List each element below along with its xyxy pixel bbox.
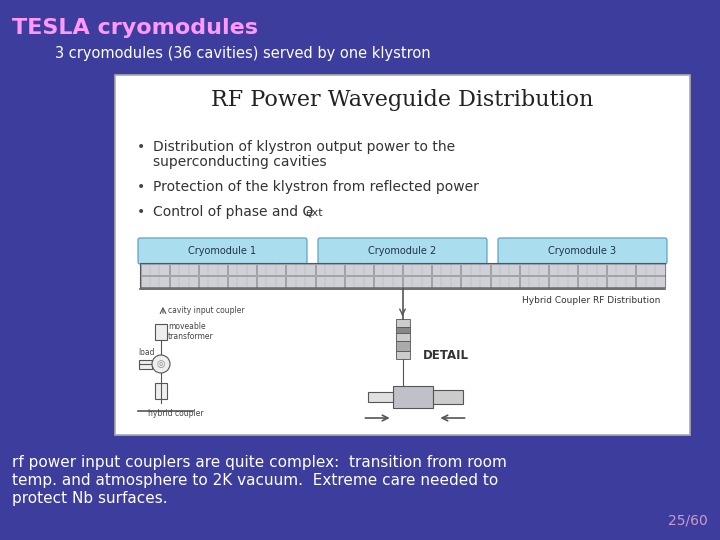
Bar xyxy=(315,275,343,287)
Bar xyxy=(392,386,433,408)
Text: •: • xyxy=(137,205,145,219)
Text: cavity input coupler: cavity input coupler xyxy=(168,306,245,315)
Bar xyxy=(155,324,167,340)
FancyBboxPatch shape xyxy=(498,238,667,264)
Bar xyxy=(140,275,168,287)
Bar xyxy=(403,275,431,287)
Bar xyxy=(520,275,548,287)
Text: load: load xyxy=(138,348,155,357)
Text: Cryomodule 2: Cryomodule 2 xyxy=(369,246,436,256)
Bar xyxy=(432,275,460,287)
Bar xyxy=(374,275,402,287)
Bar xyxy=(636,264,665,274)
Bar xyxy=(520,264,548,274)
Bar xyxy=(228,275,256,287)
Text: Hybrid Coupler RF Distribution: Hybrid Coupler RF Distribution xyxy=(521,296,660,305)
Bar xyxy=(199,264,227,274)
Bar xyxy=(490,264,518,274)
Bar xyxy=(345,275,373,287)
Bar xyxy=(607,275,635,287)
Bar xyxy=(257,275,285,287)
Text: ◎: ◎ xyxy=(157,359,166,369)
Bar xyxy=(345,264,373,274)
Bar xyxy=(578,275,606,287)
Bar xyxy=(367,392,392,402)
Bar xyxy=(607,264,635,274)
Bar xyxy=(199,275,227,287)
Text: protect Nb surfaces.: protect Nb surfaces. xyxy=(12,491,168,506)
Text: TESLA cryomodules: TESLA cryomodules xyxy=(12,18,258,38)
Text: RF Power Waveguide Distribution: RF Power Waveguide Distribution xyxy=(211,89,594,111)
Text: hybrid coupler: hybrid coupler xyxy=(148,409,204,418)
Text: temp. and atmosphere to 2K vacuum.  Extreme care needed to: temp. and atmosphere to 2K vacuum. Extre… xyxy=(12,473,498,488)
Circle shape xyxy=(152,355,170,373)
Text: •: • xyxy=(137,180,145,194)
Bar xyxy=(395,351,410,359)
Text: Control of phase and Q: Control of phase and Q xyxy=(153,205,313,219)
Bar xyxy=(374,264,402,274)
Bar xyxy=(140,263,665,287)
Text: ext: ext xyxy=(305,208,323,218)
Bar xyxy=(395,341,410,351)
Bar xyxy=(395,327,410,333)
Text: Cryomodule 3: Cryomodule 3 xyxy=(549,246,616,256)
Bar xyxy=(139,360,152,369)
Bar xyxy=(170,275,198,287)
Bar xyxy=(432,264,460,274)
Bar xyxy=(490,275,518,287)
Bar xyxy=(462,275,490,287)
Text: superconducting cavities: superconducting cavities xyxy=(153,155,327,169)
Bar xyxy=(462,264,490,274)
Text: Protection of the klystron from reflected power: Protection of the klystron from reflecte… xyxy=(153,180,479,194)
FancyBboxPatch shape xyxy=(138,238,307,264)
Text: 25/60: 25/60 xyxy=(668,514,708,528)
Bar xyxy=(287,275,315,287)
Bar xyxy=(395,333,410,341)
Text: 3 cryomodules (36 cavities) served by one klystron: 3 cryomodules (36 cavities) served by on… xyxy=(55,46,431,61)
Bar xyxy=(578,264,606,274)
Bar xyxy=(257,264,285,274)
Text: •: • xyxy=(137,140,145,154)
Bar xyxy=(287,264,315,274)
Bar xyxy=(549,275,577,287)
Bar xyxy=(170,264,198,274)
Text: DETAIL: DETAIL xyxy=(423,349,469,362)
FancyBboxPatch shape xyxy=(318,238,487,264)
Bar xyxy=(155,383,167,399)
Bar xyxy=(549,264,577,274)
FancyBboxPatch shape xyxy=(115,75,690,435)
Text: Distribution of klystron output power to the: Distribution of klystron output power to… xyxy=(153,140,455,154)
Text: Cryomodule 1: Cryomodule 1 xyxy=(189,246,256,256)
Text: rf power input couplers are quite complex:  transition from room: rf power input couplers are quite comple… xyxy=(12,455,507,470)
Bar xyxy=(395,319,410,327)
Bar xyxy=(315,264,343,274)
Text: moveable
transformer: moveable transformer xyxy=(168,322,214,341)
Bar xyxy=(140,264,168,274)
Bar xyxy=(228,264,256,274)
Bar xyxy=(636,275,665,287)
Bar xyxy=(403,264,431,274)
Bar xyxy=(433,390,462,404)
